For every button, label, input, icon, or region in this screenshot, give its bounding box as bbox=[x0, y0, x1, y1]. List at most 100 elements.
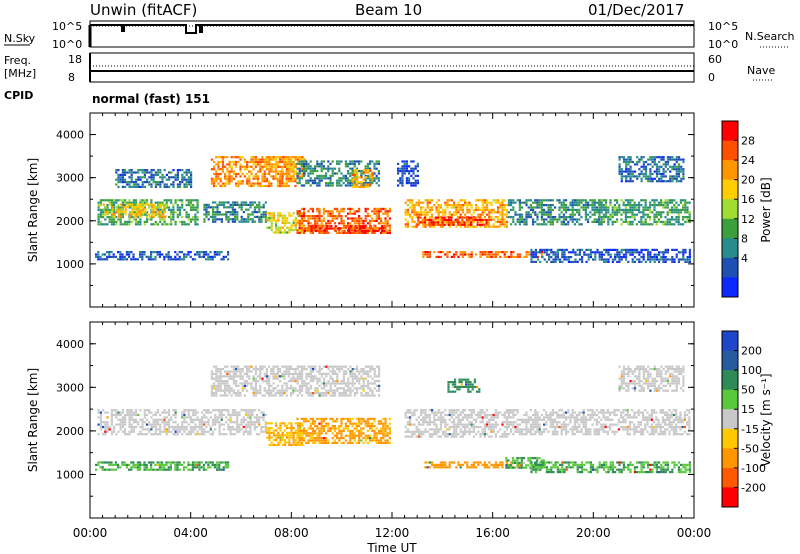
power-cell-r13 bbox=[611, 213, 614, 216]
vel-cell-r1 bbox=[152, 418, 155, 421]
vel-cell-r0 bbox=[316, 387, 319, 390]
power-cell-r4 bbox=[187, 199, 190, 202]
power-cell-r4 bbox=[99, 204, 102, 207]
power-cell-r10 bbox=[503, 225, 506, 228]
power-cell-r4 bbox=[115, 216, 118, 219]
power-cell-r15 bbox=[437, 255, 440, 258]
power-cell-r11 bbox=[459, 216, 462, 219]
power-cell-r13 bbox=[611, 216, 614, 219]
power-cell-r0 bbox=[226, 177, 229, 180]
power-cell-r16 bbox=[563, 253, 566, 256]
vel-cell-r0 bbox=[362, 384, 365, 387]
power-cell-r11 bbox=[450, 218, 453, 222]
power-cell-r18 bbox=[669, 158, 672, 161]
freq-tick-top: 18 bbox=[68, 53, 82, 66]
power-cell-r8 bbox=[305, 219, 308, 222]
vel-cell-r1 bbox=[130, 411, 133, 414]
power-cell-r17 bbox=[128, 171, 131, 174]
power-cell-r13 bbox=[664, 220, 667, 223]
power-cell-r16 bbox=[598, 256, 601, 259]
power-cell-r18 bbox=[655, 175, 659, 178]
power-cell-r10 bbox=[446, 216, 449, 219]
vel-cell-r0 bbox=[268, 394, 271, 397]
power-cell-r12 bbox=[543, 218, 546, 221]
power-cell-r13 bbox=[616, 211, 619, 214]
power-cell-r13 bbox=[629, 206, 632, 209]
power-cell-r10 bbox=[466, 223, 469, 226]
power-cell-r13 bbox=[605, 199, 608, 202]
power-cell-r10 bbox=[497, 218, 500, 221]
power-cell-r2 bbox=[338, 177, 341, 180]
power-cell-r13 bbox=[646, 206, 649, 209]
power-cell-r5 bbox=[140, 213, 143, 216]
vel-cell-r1 bbox=[145, 423, 149, 426]
power-cell-r0 bbox=[235, 160, 238, 164]
power-cell-r17 bbox=[130, 169, 133, 172]
power-cell-r13 bbox=[666, 199, 669, 202]
vel-cell-r0 bbox=[235, 365, 238, 368]
freq-tick-bottom: 8 bbox=[68, 71, 75, 84]
power-cell-r2 bbox=[318, 165, 321, 168]
power-cell-r1 bbox=[297, 160, 300, 164]
power-cell-r4 bbox=[113, 220, 116, 223]
power-cell-r1 bbox=[297, 158, 300, 161]
power-cell-r4 bbox=[143, 201, 146, 204]
vel-cell-r0 bbox=[318, 365, 321, 368]
power-cell-r17 bbox=[190, 178, 193, 181]
power-cell-r2 bbox=[375, 167, 378, 170]
vel-cell-r0 bbox=[210, 389, 213, 392]
power-cell-r11 bbox=[417, 216, 420, 219]
power-cell-r17 bbox=[115, 171, 118, 174]
power-cell-r5 bbox=[157, 205, 160, 209]
power-cell-r12 bbox=[525, 220, 528, 223]
power-cell-r10 bbox=[424, 199, 427, 202]
power-cell-r6 bbox=[220, 201, 223, 204]
vel-cell-r1 bbox=[163, 411, 166, 414]
power-cell-r10 bbox=[411, 218, 414, 221]
power-cell-r0 bbox=[257, 180, 260, 183]
power-cell-r16 bbox=[592, 258, 595, 261]
power-cell-r13 bbox=[598, 201, 601, 204]
power-cell-r4 bbox=[134, 218, 138, 221]
power-cell-r4 bbox=[97, 208, 100, 211]
power-cell-r8 bbox=[373, 219, 376, 222]
vel-cell-r0 bbox=[217, 387, 220, 390]
power-cell-r10 bbox=[435, 218, 438, 221]
power-cell-r15 bbox=[464, 253, 467, 256]
power-cell-r14 bbox=[216, 253, 219, 256]
power-cell-r5 bbox=[133, 215, 136, 218]
power-cell-r16 bbox=[658, 253, 661, 256]
power-cell-r16 bbox=[651, 248, 654, 251]
power-cell-r4 bbox=[189, 199, 193, 202]
vel-cell-r1 bbox=[106, 421, 109, 424]
vel-cell-r1 bbox=[159, 433, 162, 436]
power-cell-r12 bbox=[543, 220, 546, 223]
vel-cell-r0 bbox=[265, 375, 268, 378]
power-cell-r6 bbox=[256, 203, 259, 206]
power-cell-r13 bbox=[631, 211, 634, 214]
power-cell-r2 bbox=[307, 165, 310, 168]
power-cell-r13 bbox=[688, 211, 691, 214]
vel-cell-r0 bbox=[369, 368, 372, 371]
power-cell-r2 bbox=[377, 177, 380, 180]
power-cell-r10 bbox=[488, 216, 491, 219]
power-cell-r8 bbox=[349, 222, 352, 225]
power-cell-r17 bbox=[121, 173, 124, 176]
vel-cell-r1 bbox=[143, 413, 146, 417]
power-cell-r16 bbox=[664, 258, 667, 261]
power-cell-r12 bbox=[593, 218, 596, 221]
vel-cell-r0 bbox=[228, 389, 231, 392]
power-cell-r4 bbox=[183, 223, 186, 226]
power-cell-r19 bbox=[403, 165, 406, 168]
power-cell-r10 bbox=[497, 220, 500, 223]
vel-cell-r0 bbox=[298, 375, 301, 378]
vel-cell-r0 bbox=[349, 372, 352, 375]
power-cell-r5 bbox=[151, 203, 154, 206]
power-cell-r2 bbox=[347, 172, 350, 175]
power-cell-r18 bbox=[644, 175, 648, 178]
power-cell-r16 bbox=[631, 251, 634, 254]
vel-cell-r0 bbox=[323, 382, 326, 385]
power-cell-r18 bbox=[647, 175, 650, 178]
vel-cell-r0 bbox=[347, 389, 350, 392]
power-cell-r2 bbox=[333, 172, 336, 175]
